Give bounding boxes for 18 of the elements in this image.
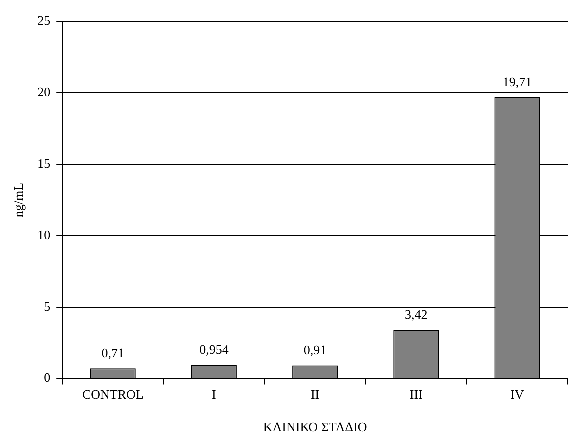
x-tick-label: CONTROL <box>82 387 144 402</box>
data-label: 0,71 <box>102 346 125 361</box>
y-axis-title: ng/mL <box>11 182 26 218</box>
data-label: 3,42 <box>405 306 428 322</box>
y-tick-label: 10 <box>38 227 51 242</box>
x-tick-label: II <box>310 387 320 402</box>
y-tick-label: 25 <box>38 13 51 28</box>
data-label: 0,91 <box>304 342 327 358</box>
x-tick-label: III <box>410 387 423 402</box>
y-tick-label: 15 <box>38 156 51 172</box>
data-label: 0,954 <box>200 342 230 358</box>
y-tick-label: 20 <box>38 84 51 100</box>
x-tick-label: IV <box>510 387 525 402</box>
y-tick-label: 0 <box>44 370 51 386</box>
x-tick-label: I <box>212 387 216 402</box>
y-tick-label: 5 <box>44 298 51 314</box>
x-axis-title: ΚΛΙΝΙΚΟ ΣΤΑΔΙΟ <box>263 420 368 435</box>
data-label: 19,71 <box>502 74 532 90</box>
